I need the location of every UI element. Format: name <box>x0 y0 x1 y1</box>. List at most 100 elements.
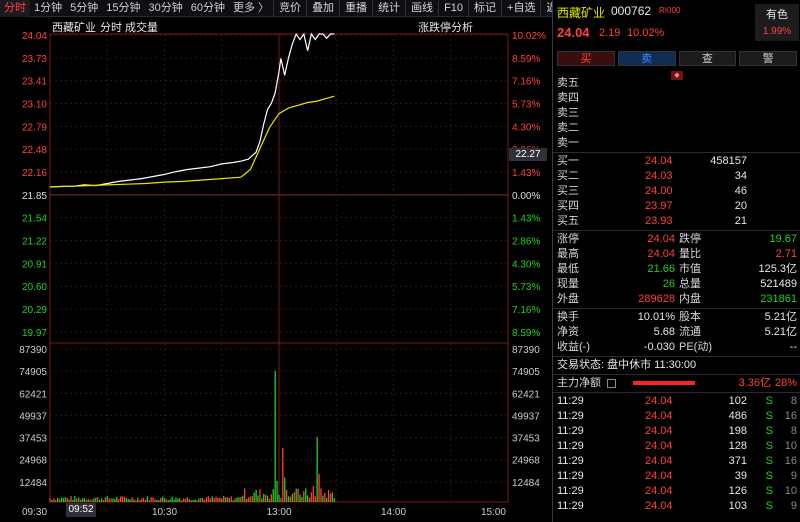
tick-row: 11:29 24.04 371 S 16 <box>553 454 800 469</box>
timeframe-tab-0[interactable]: 分时 <box>0 0 30 17</box>
stat-label: 市值 <box>679 263 701 275</box>
timeframe-tab-2[interactable]: 5分钟 <box>70 1 99 14</box>
volume-tick-label-right: 62421 <box>512 389 540 400</box>
tick-time: 11:29 <box>557 500 584 512</box>
tool-button-0[interactable]: 竞价 <box>273 0 306 17</box>
bid-volume: 20 <box>734 200 747 212</box>
main-flow-pct: 28% <box>774 377 797 389</box>
pct-tick-label: 2.86% <box>512 237 540 248</box>
trade-button-2[interactable]: 查 <box>678 51 737 66</box>
tick-time: 11:29 <box>557 395 584 407</box>
ask-row: 卖四 <box>553 91 800 106</box>
intraday-chart[interactable]: 24.04 10.02% 23.73 8.59% 23.41 7.16% 23.10 5.73… <box>0 17 552 522</box>
stat-value: 5.21亿 <box>764 326 797 338</box>
collapse-handle[interactable]: ◆ <box>671 71 683 80</box>
volume-tick-label: 12484 <box>19 478 47 489</box>
ticks-divider <box>553 392 800 393</box>
tick-row: 11:29 24.04 103 S 9 <box>553 499 800 514</box>
stat-value: 5.21亿 <box>764 311 797 323</box>
trade-button-1[interactable]: 卖 <box>617 51 676 66</box>
stat-label: 现量 <box>557 278 579 290</box>
tick-price: 24.04 <box>645 470 673 482</box>
tick-price: 24.04 <box>645 425 673 437</box>
chart-toolbar: 分时 1分钟 5分钟 15分钟 30分钟 60分钟 更多 〉竞价 叠加 重播 统计 画线 F10 标记 +… <box>0 0 568 17</box>
stat-label: 量比 <box>679 248 701 260</box>
time-tick-label: 09:30 <box>22 507 47 518</box>
pct-tick-label: 0.00% <box>512 191 540 202</box>
chart-stock-name: 西藏矿业 <box>52 22 96 34</box>
bid-label: 买三 <box>557 185 579 197</box>
trade-button-0[interactable]: 买 <box>557 51 615 66</box>
chart-indicators[interactable]: 分时 成交量 <box>100 22 159 34</box>
tool-button-5[interactable]: F10 <box>438 0 468 17</box>
time-tick-label: 13:00 <box>266 507 291 518</box>
stats2-divider <box>553 308 800 309</box>
time-tick-label: 15:00 <box>481 507 506 518</box>
bid-volume: 21 <box>734 215 747 227</box>
timeframe-tab-5[interactable]: 60分钟 <box>190 1 225 14</box>
tool-button-4[interactable]: 画线 <box>405 0 438 17</box>
tool-button-3[interactable]: 统计 <box>372 0 405 17</box>
tick-price: 24.04 <box>645 500 673 512</box>
flow-toggle-icon[interactable] <box>607 379 616 388</box>
ask-row: 卖二 <box>553 121 800 136</box>
stat-label: 涨停 <box>557 233 579 245</box>
price-tick-label: 20.29 <box>22 305 47 316</box>
tick-time: 11:29 <box>557 470 584 482</box>
main-flow-bar <box>633 381 695 385</box>
pct-tick-label: 1.43% <box>512 214 540 225</box>
pct-tick-label: 4.30% <box>512 122 540 133</box>
tick-volume: 126 <box>728 485 747 497</box>
stat-row: 最低 21.66 市值 125.3亿 <box>553 262 800 277</box>
volume-tick-label-right: 12484 <box>512 478 540 489</box>
stat-value: 2.71 <box>775 248 797 260</box>
volume-tick-label-right: 24968 <box>512 456 540 467</box>
tick-row: 11:29 24.04 102 S 8 <box>553 394 800 409</box>
tool-button-7[interactable]: +自选 <box>501 0 540 17</box>
tool-button-1[interactable]: 叠加 <box>306 0 339 17</box>
ask-label: 卖三 <box>557 107 579 119</box>
tick-price: 24.04 <box>645 410 673 422</box>
quote-panel: 西藏矿业 000762 RI000 有色 1.99% 24.04 2.19 10… <box>552 0 800 522</box>
order-book-divider <box>553 152 800 153</box>
tool-button-6[interactable]: 标记 <box>468 0 501 17</box>
chart-canvas[interactable]: 24.04 10.02% 23.73 8.59% 23.41 7.16% 23.10 5.73… <box>0 17 552 522</box>
trading-status: 交易状态: 盘中休市 11:30:00 <box>557 359 697 371</box>
quote-header: 西藏矿业 000762 RI000 有色 1.99% 24.04 2.19 10… <box>553 0 800 46</box>
trade-button-3[interactable]: 警 <box>739 51 797 66</box>
tick-time: 11:29 <box>557 425 584 437</box>
bid-price: 24.04 <box>645 155 673 167</box>
stat-value: 24.04 <box>647 233 675 245</box>
sector-box[interactable]: 有色 1.99% <box>755 4 799 41</box>
tick-row: 11:29 24.04 128 S 10 <box>553 439 800 454</box>
ask-label: 卖四 <box>557 92 579 104</box>
stat-label: 流通 <box>679 326 701 338</box>
timeframe-tab-1[interactable]: 1分钟 <box>34 1 63 14</box>
ask-label: 卖一 <box>557 137 579 149</box>
ask-label: 卖五 <box>557 77 579 89</box>
price-tick-label: 23.10 <box>22 100 47 111</box>
tick-price: 24.04 <box>645 440 673 452</box>
price-tick-label: 19.97 <box>22 328 47 339</box>
stat-label: 最高 <box>557 248 579 260</box>
stat-row: 收益(-) -0.030 PE(动) -- <box>553 340 800 355</box>
limit-analysis-link[interactable]: 涨跌停分析 <box>418 22 473 34</box>
main-flow-value: 3.36亿 <box>738 377 771 389</box>
timeframe-tab-6[interactable]: 更多 〉 <box>233 1 270 14</box>
price-tick-label: 24.04 <box>22 31 47 42</box>
bid-price: 23.93 <box>645 215 673 227</box>
timeframe-tab-3[interactable]: 15分钟 <box>106 1 141 14</box>
ask-label: 卖二 <box>557 122 579 134</box>
tick-count: 8 <box>790 395 797 407</box>
timeframe-tab-4[interactable]: 30分钟 <box>148 1 183 14</box>
price-tick-label: 21.22 <box>22 237 47 248</box>
stat-label: 股本 <box>679 311 701 323</box>
price-tick-label: 20.60 <box>22 282 47 293</box>
stat-value: 21.66 <box>647 263 675 275</box>
volume-tick-label-right: 49937 <box>512 411 540 422</box>
tick-count: 10 <box>784 440 797 452</box>
stat-row: 涨停 24.04 跌停 19.67 <box>553 232 800 247</box>
pct-tick-label: 7.16% <box>512 77 540 88</box>
price-tick-label: 22.48 <box>22 145 47 156</box>
tool-button-2[interactable]: 重播 <box>339 0 372 17</box>
